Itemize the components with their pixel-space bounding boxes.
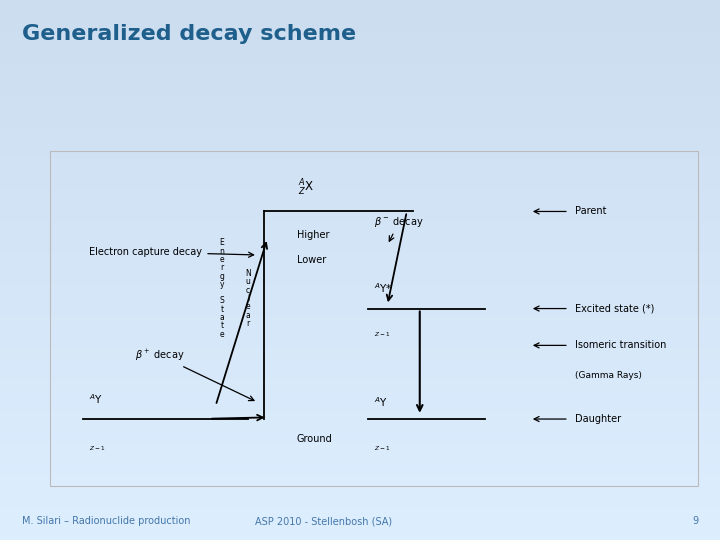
Text: Higher: Higher: [297, 230, 329, 240]
Text: N
u
c
l
e
a
r: N u c l e a r: [246, 269, 251, 328]
Text: 9: 9: [692, 516, 698, 526]
Text: $^{A}$Y*: $^{A}$Y*: [374, 281, 393, 295]
Text: $^{A}_{Z}$X: $^{A}_{Z}$X: [298, 178, 315, 198]
Text: Lower: Lower: [297, 255, 326, 265]
Text: (Gamma Rays): (Gamma Rays): [575, 371, 642, 380]
Text: $\beta^+$ decay: $\beta^+$ decay: [135, 348, 254, 401]
Text: $^{A}$Y: $^{A}$Y: [89, 392, 103, 406]
Text: Isomeric transition: Isomeric transition: [575, 340, 667, 350]
Text: $_{Z-1}$: $_{Z-1}$: [374, 443, 391, 453]
Text: Ground: Ground: [297, 434, 333, 444]
Text: $^{A}$Y: $^{A}$Y: [374, 395, 388, 409]
Text: Generalized decay scheme: Generalized decay scheme: [22, 24, 356, 44]
Text: Excited state (*): Excited state (*): [575, 303, 654, 314]
Text: Daughter: Daughter: [575, 414, 621, 424]
Text: Electron capture decay: Electron capture decay: [89, 247, 253, 257]
Text: Parent: Parent: [575, 206, 607, 217]
Text: $_{Z-1}$: $_{Z-1}$: [374, 330, 391, 339]
Text: $_{Z-1}$: $_{Z-1}$: [89, 443, 106, 453]
Text: E
n
e
r
g
y
 
S
t
a
t
e: E n e r g y S t a t e: [220, 238, 225, 339]
Text: $\beta^-$ decay: $\beta^-$ decay: [374, 215, 424, 241]
Text: ASP 2010 - Stellenbosh (SA): ASP 2010 - Stellenbosh (SA): [256, 516, 392, 526]
Text: M. Silari – Radionuclide production: M. Silari – Radionuclide production: [22, 516, 190, 526]
